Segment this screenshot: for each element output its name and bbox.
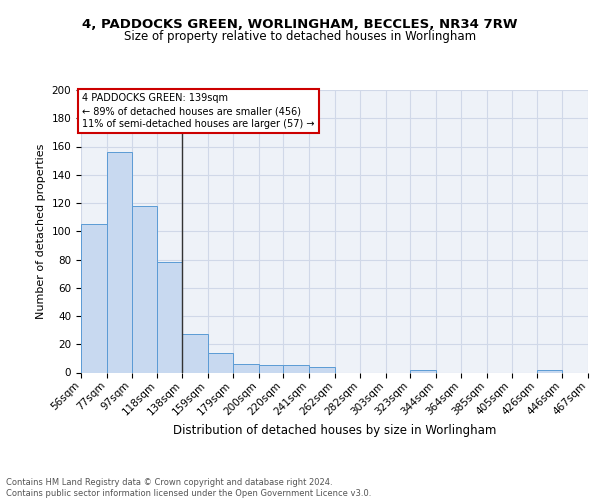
Bar: [107, 152, 131, 372]
Text: Contains HM Land Registry data © Crown copyright and database right 2024.
Contai: Contains HM Land Registry data © Crown c…: [6, 478, 371, 498]
Bar: [283, 366, 309, 372]
Bar: [309, 367, 335, 372]
Bar: [131, 206, 157, 372]
Bar: [182, 334, 208, 372]
Bar: [538, 370, 562, 372]
Bar: [233, 364, 259, 372]
Text: Size of property relative to detached houses in Worlingham: Size of property relative to detached ho…: [124, 30, 476, 43]
Bar: [81, 224, 107, 372]
Bar: [410, 370, 436, 372]
Text: 4 PADDOCKS GREEN: 139sqm
← 89% of detached houses are smaller (456)
11% of semi-: 4 PADDOCKS GREEN: 139sqm ← 89% of detach…: [82, 93, 315, 129]
Bar: [157, 262, 182, 372]
Y-axis label: Number of detached properties: Number of detached properties: [36, 144, 46, 319]
Bar: [208, 352, 233, 372]
X-axis label: Distribution of detached houses by size in Worlingham: Distribution of detached houses by size …: [173, 424, 496, 437]
Text: 4, PADDOCKS GREEN, WORLINGHAM, BECCLES, NR34 7RW: 4, PADDOCKS GREEN, WORLINGHAM, BECCLES, …: [82, 18, 518, 30]
Bar: [259, 366, 283, 372]
